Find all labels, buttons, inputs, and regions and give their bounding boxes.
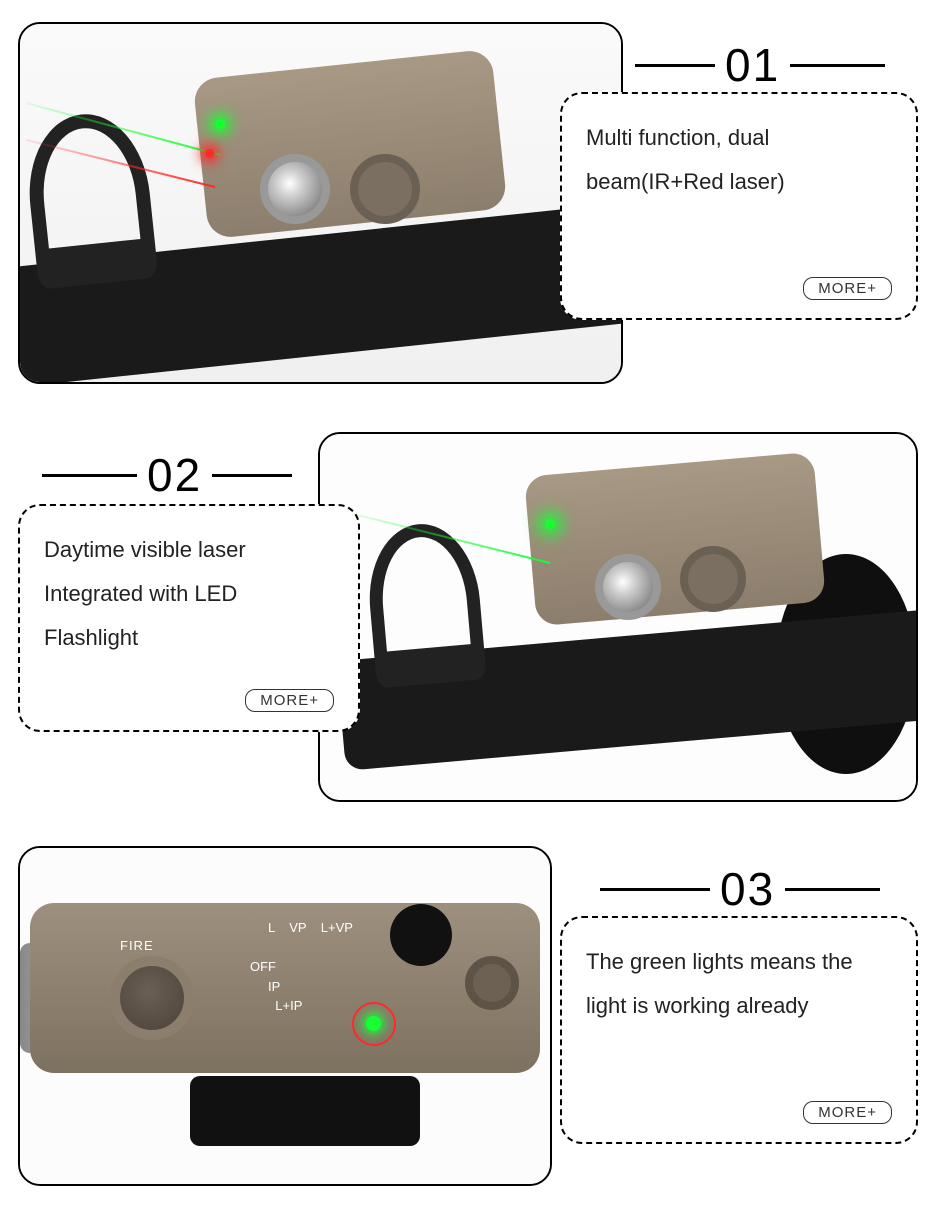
feature-panel-03: FIRE L VP L+VP OFF IP L+IP — [18, 846, 552, 1186]
feature-panel-02 — [318, 432, 918, 802]
mode-markings: L VP L+VP OFF IP L+IP — [250, 918, 353, 1016]
feature-number-01: 01 — [635, 38, 885, 92]
more-button[interactable]: MORE+ — [803, 277, 892, 300]
product-image-03: FIRE L VP L+VP OFF IP L+IP — [20, 848, 550, 1184]
feature-text: The green lights means the light is work… — [586, 940, 892, 1093]
more-button[interactable]: MORE+ — [245, 689, 334, 712]
fire-label: FIRE — [120, 938, 154, 953]
product-image-02 — [320, 434, 916, 800]
more-button[interactable]: MORE+ — [803, 1101, 892, 1124]
number-text: 01 — [721, 38, 784, 92]
feature-text: Daytime visible laser Integrated with LE… — [44, 528, 334, 681]
product-image-01 — [20, 24, 621, 382]
feature-number-03: 03 — [600, 862, 880, 916]
number-text: 02 — [143, 448, 206, 502]
number-text: 03 — [716, 862, 779, 916]
feature-number-02: 02 — [42, 448, 292, 502]
feature-callout-02: Daytime visible laser Integrated with LE… — [18, 504, 360, 732]
feature-callout-03: The green lights means the light is work… — [560, 916, 918, 1144]
feature-panel-01 — [18, 22, 623, 384]
feature-text: Multi function, dual beam(IR+Red laser) — [586, 116, 892, 269]
feature-callout-01: Multi function, dual beam(IR+Red laser) … — [560, 92, 918, 320]
